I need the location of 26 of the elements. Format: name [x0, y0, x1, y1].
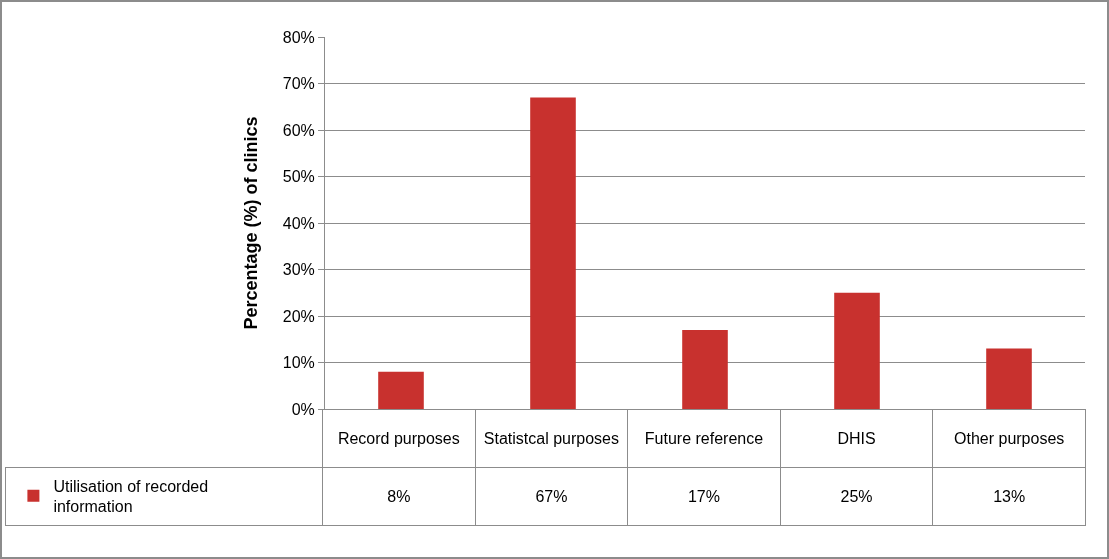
y-tick-label: 40% — [282, 214, 315, 232]
bar — [986, 348, 1032, 409]
x-tick-label: Statistcal purposes — [475, 409, 628, 468]
y-axis-title: Percentage (%) of clinics — [240, 116, 261, 330]
y-tick-label: 60% — [282, 121, 315, 139]
bar — [682, 329, 728, 409]
data-label: 67% — [475, 467, 628, 526]
y-tick-label: 80% — [282, 28, 315, 46]
y-tick-label: 0% — [291, 400, 315, 418]
x-tick-label: DHIS — [780, 409, 933, 468]
y-tick-label: 70% — [282, 75, 315, 93]
data-label: 25% — [780, 467, 933, 526]
data-label: 17% — [627, 467, 781, 526]
x-tick-label: Record purposes — [322, 409, 476, 468]
x-tick-label: Future reference — [627, 409, 781, 468]
bar — [834, 292, 880, 409]
y-tick-label: 50% — [282, 168, 315, 186]
bar — [530, 97, 576, 409]
data-label: 8% — [322, 467, 476, 526]
data-label: 13% — [932, 467, 1086, 526]
legend-label: Utilisation of recorded information — [53, 477, 209, 516]
x-tick-label: Other purposes — [932, 409, 1086, 468]
y-tick-label: 10% — [282, 354, 315, 372]
bar — [378, 371, 424, 409]
y-tick-label: 30% — [282, 261, 315, 279]
y-tick-label: 20% — [282, 307, 315, 325]
